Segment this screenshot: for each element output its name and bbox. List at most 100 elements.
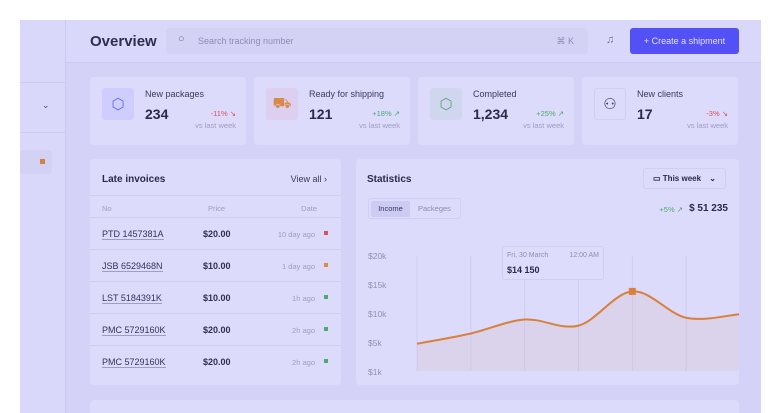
stat-vs: vs last week	[359, 121, 400, 130]
card-title: Late invoices	[102, 174, 166, 185]
status-dot-icon	[324, 327, 328, 331]
stat-change: -11% ↘	[210, 109, 236, 118]
sidebar: ⌄	[20, 20, 66, 413]
table-row: PTD 1457381A $20.00 10 day ago	[90, 217, 341, 249]
column-header: Price	[208, 204, 226, 213]
table-row: PMC 5729160K $20.00 2h ago	[90, 313, 341, 345]
table-row: PMC 5729160K $20.00 2h ago	[90, 345, 341, 377]
chevron-down-icon[interactable]: ⌄	[42, 100, 50, 110]
period-label: This week	[662, 174, 702, 183]
invoice-date: 1h ago	[292, 294, 315, 303]
x-tick-label: Wed	[516, 383, 534, 385]
statistics-card: Statistics ▭ This week ⌄ Income Packeges …	[356, 159, 739, 385]
table-row: JSB 6529468N $10.00 1 day ago	[90, 249, 341, 281]
period-dropdown[interactable]: ▭ This week ⌄	[643, 168, 726, 189]
package-check-icon: ⬡	[430, 88, 462, 120]
stat-card: ⬡ Completed 1,234 +25% ↗ vs last week	[418, 77, 574, 145]
header: Overview ○ Search tracking number ⌘ K ♫ …	[66, 20, 761, 63]
invoice-number-link[interactable]: PMC 5729160K	[102, 357, 166, 368]
late-invoices-card: Late invoices View all › No Price Date P…	[90, 159, 341, 385]
stat-value: 17	[637, 106, 653, 122]
view-all-label: View all	[290, 174, 322, 184]
sidebar-item[interactable]	[20, 150, 52, 174]
status-dot-icon	[324, 231, 328, 235]
tab-income[interactable]: Income	[371, 201, 410, 217]
y-tick-label: $20k	[368, 251, 387, 261]
stat-value: 121	[309, 106, 333, 122]
stat-vs: vs last week	[523, 121, 564, 130]
tooltip-date: Fri, 30 March	[507, 252, 549, 259]
data-point-marker	[628, 287, 636, 295]
table-row: LST 5184391K $10.00 1h ago	[90, 281, 341, 313]
tab-packages[interactable]: Packeges	[418, 204, 451, 213]
search-placeholder: Search tracking number	[198, 36, 294, 46]
chevron-down-icon: ⌄	[709, 174, 716, 183]
stat-card: ⛟ Ready for shipping 121 +18% ↗ vs last …	[254, 77, 410, 145]
table-header: No Price Date	[90, 195, 341, 217]
truck-icon: ⛟	[266, 88, 298, 120]
tooltip-time: 12:00 AM	[569, 252, 599, 259]
x-tick-label: Sat	[680, 383, 693, 385]
x-tick-label: Thu	[571, 383, 586, 385]
stat-label: Completed	[473, 89, 517, 99]
y-tick-label: $5k	[368, 338, 382, 348]
x-tick-label: Fri	[627, 383, 638, 385]
chart-line	[416, 290, 739, 345]
calendar-icon: ▭	[653, 174, 661, 183]
shortcut-hint: ⌘ K	[556, 36, 574, 46]
column-header: No	[102, 204, 112, 213]
stat-value: 1,234	[473, 106, 509, 122]
status-dot-icon	[324, 295, 328, 299]
package-icon: ⬡	[102, 88, 134, 120]
y-tick-label: $10k	[368, 309, 387, 319]
tab-group: Income Packeges	[368, 198, 461, 219]
x-tick-label: Mon	[409, 383, 426, 385]
stat-label: Ready for shipping	[309, 89, 385, 99]
bottom-card	[90, 400, 739, 413]
invoice-number-link[interactable]: PMC 5729160K	[102, 325, 166, 336]
column-header: Date	[301, 204, 317, 213]
tooltip: Fri, 30 March 12:00 AM $14 150	[502, 246, 604, 280]
stat-label: New clients	[637, 89, 684, 99]
invoice-price: $20.00	[203, 357, 231, 367]
invoice-date: 2h ago	[292, 358, 315, 367]
invoice-number-link[interactable]: LST 5184391K	[102, 293, 162, 304]
stat-change: -3% ↘	[706, 109, 728, 118]
change-indicator: +5% ↗	[659, 205, 683, 214]
view-all-link[interactable]: View all ›	[291, 174, 327, 184]
stat-card: ⚇ New clients 17 -3% ↘ vs last week	[582, 77, 738, 145]
stat-card: ⬡ New packages 234 -11% ↘ vs last week	[90, 77, 246, 145]
chart-area	[417, 291, 739, 371]
notification-dot-icon	[40, 159, 45, 164]
invoice-date: 10 day ago	[277, 230, 315, 239]
y-tick-label: $15k	[368, 280, 387, 290]
status-dot-icon	[324, 359, 328, 363]
chevron-right-icon: ›	[324, 174, 327, 184]
invoice-price: $20.00	[203, 325, 231, 335]
stat-label: New packages	[145, 89, 205, 99]
x-tick-label: Tue	[464, 383, 479, 385]
invoice-price: $20.00	[203, 229, 231, 239]
bell-icon[interactable]: ♫	[606, 34, 615, 46]
stat-value: 234	[145, 106, 169, 122]
invoice-number-link[interactable]: JSB 6529468N	[102, 261, 163, 272]
invoice-date: 2h ago	[292, 326, 315, 335]
app-window: ⌄ Overview ○ Search tracking number ⌘ K …	[20, 20, 761, 413]
search-icon: ○	[178, 33, 185, 45]
tooltip-value: $14 150	[507, 265, 540, 275]
divider	[20, 82, 66, 83]
invoice-price: $10.00	[203, 261, 231, 271]
stat-vs: vs last week	[195, 121, 236, 130]
divider	[20, 132, 66, 133]
page-title: Overview	[90, 33, 157, 50]
x-tick-label: Sun	[732, 383, 739, 385]
total-value: $ 51 235	[689, 203, 728, 214]
create-shipment-button[interactable]: + Create a shipment	[630, 28, 739, 54]
y-tick-label: $1k	[368, 367, 382, 377]
search-input[interactable]: ○ Search tracking number ⌘ K	[166, 28, 588, 54]
stat-change: +18% ↗	[372, 109, 400, 118]
invoice-date: 1 day ago	[282, 262, 315, 271]
invoice-price: $10.00	[203, 293, 231, 303]
stat-vs: vs last week	[687, 121, 728, 130]
invoice-number-link[interactable]: PTD 1457381A	[102, 229, 164, 240]
